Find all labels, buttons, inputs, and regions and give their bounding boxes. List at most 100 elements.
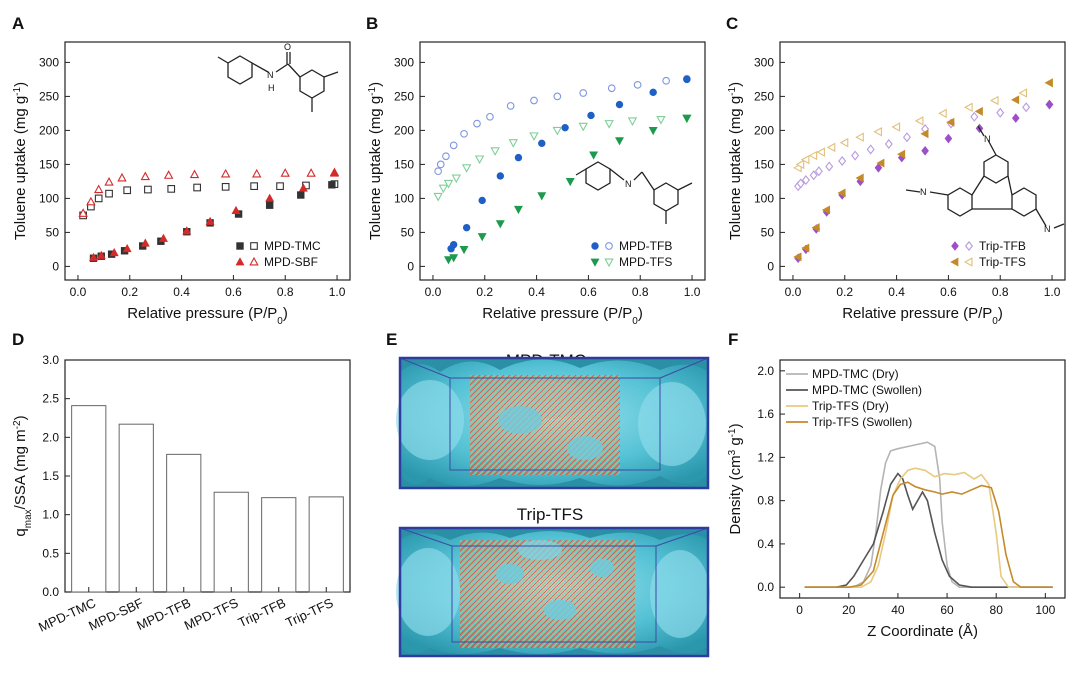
category-label: Trip-TFB bbox=[236, 595, 288, 630]
desorption-point bbox=[252, 168, 262, 178]
adsorption-point bbox=[537, 192, 547, 201]
desorption-point bbox=[117, 172, 127, 182]
panel-c-plot-frame bbox=[779, 41, 1066, 281]
desorption-point bbox=[800, 154, 810, 165]
adsorption-point bbox=[587, 111, 595, 120]
desorption-point bbox=[662, 76, 670, 85]
legend-entry: MPD-TMC bbox=[264, 239, 321, 253]
desorption-point bbox=[449, 141, 458, 150]
panel-c-y-tick-label: 0 bbox=[767, 259, 774, 273]
panel-c-x-tick-label: 0.8 bbox=[992, 285, 1009, 299]
desorption-point bbox=[306, 168, 316, 177]
adsorption-point bbox=[648, 127, 658, 136]
adsorption-point bbox=[1044, 78, 1053, 88]
render-trip-tfs bbox=[396, 526, 710, 658]
desorption-point bbox=[604, 120, 614, 129]
desorption-point bbox=[433, 192, 443, 202]
legend-entry: MPD-TMC (Dry) bbox=[812, 367, 899, 381]
adsorption-point bbox=[920, 129, 929, 139]
series-line bbox=[804, 467, 1053, 588]
legend-entry: Trip-TFS (Dry) bbox=[812, 399, 889, 413]
adsorption-point bbox=[821, 205, 831, 215]
legend-marker-filled bbox=[590, 258, 600, 267]
panel-d-y-tick-label: 3.0 bbox=[42, 353, 59, 367]
adsorption-point bbox=[231, 205, 241, 215]
adsorption-point bbox=[477, 233, 487, 242]
adsorption-point bbox=[561, 123, 569, 132]
adsorption-point bbox=[837, 188, 846, 198]
panel-b-y-tick-label: 200 bbox=[394, 123, 414, 137]
adsorption-point bbox=[462, 223, 471, 232]
bar bbox=[261, 497, 297, 593]
adsorption-point bbox=[297, 191, 305, 199]
panel-d-plot-frame bbox=[64, 359, 351, 593]
panel-b-x-tick-label: 1.0 bbox=[684, 285, 701, 299]
desorption-point bbox=[123, 186, 132, 195]
desorption-point bbox=[914, 116, 924, 126]
bar bbox=[71, 405, 107, 593]
panel-a-x-tick-label: 0.8 bbox=[277, 285, 294, 299]
bar bbox=[166, 453, 202, 593]
desorption-point bbox=[78, 208, 88, 217]
panel-b-x-tick-label: 0.2 bbox=[476, 285, 493, 299]
panel-b-x-tick-label: 0.4 bbox=[528, 285, 545, 299]
panel-f-x-tick-label: 100 bbox=[1035, 603, 1055, 617]
molecule-structure-b: N bbox=[575, 161, 693, 224]
molecule-structure-c: N N N bbox=[905, 125, 1065, 234]
panel-d-y-tick-label: 1.5 bbox=[42, 469, 59, 483]
desorption-point bbox=[627, 117, 638, 126]
imine-nitrogen-label-c1: N bbox=[984, 134, 991, 144]
panel-b-plot-frame bbox=[419, 41, 706, 281]
desorption-point bbox=[1018, 88, 1028, 98]
category-label: MPD-TFB bbox=[134, 595, 193, 633]
desorption-point bbox=[442, 152, 450, 161]
adsorption-point bbox=[158, 233, 168, 242]
panel-a-x-tick-label: 0.6 bbox=[225, 285, 242, 299]
desorption-point bbox=[796, 178, 805, 189]
amide-nitrogen-label: N bbox=[267, 70, 274, 80]
adsorption-point bbox=[876, 158, 885, 168]
panel-c-y-tick-label: 150 bbox=[754, 157, 774, 171]
adsorption-point bbox=[96, 250, 106, 259]
series-line bbox=[804, 472, 1053, 588]
desorption-point bbox=[506, 102, 515, 110]
adsorption-point bbox=[122, 243, 132, 253]
x-axis-label: Z Coordinate (Å) bbox=[867, 623, 978, 640]
desorption-point bbox=[578, 122, 588, 132]
panel-a-x-tick-label: 0.0 bbox=[70, 285, 87, 299]
panel-f-y-tick-label: 1.2 bbox=[757, 450, 774, 464]
legend-marker-hollow bbox=[604, 258, 614, 268]
adsorption-point bbox=[298, 183, 308, 192]
desorption-point bbox=[461, 164, 472, 173]
panel-f-x-tick-label: 80 bbox=[990, 603, 1004, 617]
panel-b-x-tick-label: 0.0 bbox=[425, 285, 442, 299]
adsorption-point bbox=[109, 248, 119, 257]
desorption-point bbox=[250, 182, 258, 191]
panel-f-y-tick-label: 0.4 bbox=[757, 537, 774, 551]
panel-f-x-tick-label: 0 bbox=[796, 603, 803, 617]
legend-marker-filled bbox=[951, 241, 959, 251]
category-label: Trip-TFS bbox=[283, 595, 336, 630]
desorption-point bbox=[144, 185, 152, 194]
render-mpd-tmc bbox=[396, 356, 710, 490]
desorption-point bbox=[104, 176, 114, 186]
desorption-point bbox=[460, 129, 468, 138]
legend-marker-hollow bbox=[963, 257, 973, 267]
panel-c-y-tick-label: 50 bbox=[761, 225, 775, 239]
adsorption-point bbox=[478, 196, 486, 205]
category-label: MPD-TFS bbox=[182, 595, 241, 633]
adsorption-point bbox=[182, 226, 192, 235]
desorption-point bbox=[94, 194, 103, 203]
panel-f-x-tick-label: 40 bbox=[891, 603, 905, 617]
panel-c-x-tick-label: 1.0 bbox=[1044, 285, 1061, 299]
desorption-point bbox=[280, 168, 290, 177]
panel-c-x-tick-label: 0.0 bbox=[785, 285, 802, 299]
panel-f-y-tick-label: 2.0 bbox=[757, 364, 774, 378]
desorption-point bbox=[656, 116, 666, 125]
adsorption-point bbox=[140, 238, 150, 247]
bar bbox=[213, 491, 249, 593]
desorption-point bbox=[964, 102, 973, 113]
panel-c-y-tick-label: 100 bbox=[754, 191, 774, 205]
panel-a-y-tick-label: 50 bbox=[46, 225, 60, 239]
panel-f-y-tick-label: 0.0 bbox=[757, 580, 774, 594]
